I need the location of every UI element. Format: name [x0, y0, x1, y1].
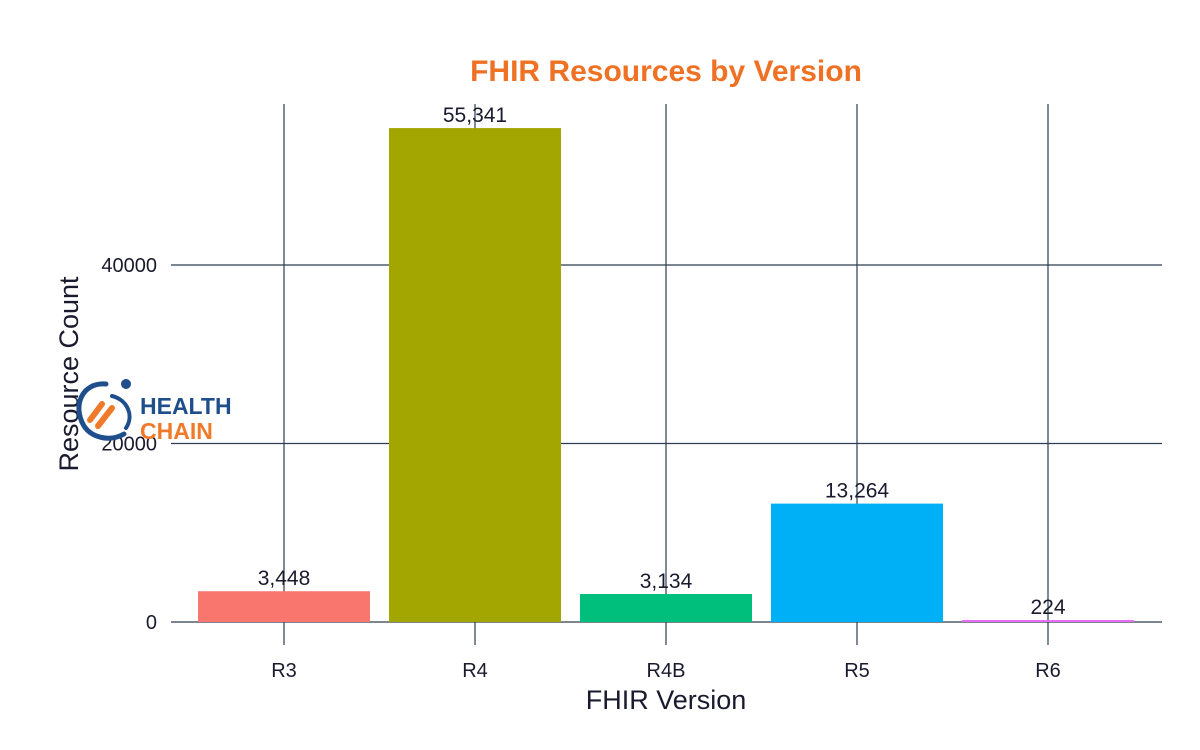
x-tick-label: R4 [462, 660, 488, 682]
bar-value-label: 224 [1030, 596, 1065, 619]
x-tick-label: R4B [647, 660, 686, 682]
logo-text-health: HEALTH [140, 393, 232, 419]
bar-value-label: 13,264 [825, 480, 890, 503]
y-tick-label: 0 [146, 612, 157, 634]
bars [198, 128, 1134, 622]
bar-r5 [771, 503, 943, 622]
x-tick-label: R3 [271, 660, 297, 682]
bar-r4b [580, 594, 752, 622]
chart-title: FHIR Resources by Version [470, 55, 862, 88]
y-axis-label: Resource Count [54, 276, 84, 472]
health-chain-logo-icon: HEALTH CHAIN [76, 379, 232, 444]
x-axis-label: FHIR Version [586, 685, 747, 715]
bar-r4 [389, 128, 561, 622]
logo-text-chain: CHAIN [140, 418, 213, 444]
grid-lines [171, 104, 1162, 645]
bar-r6 [962, 620, 1134, 622]
health-chain-logo: HEALTH CHAIN [68, 376, 243, 446]
bar-value-label: 55,341 [443, 104, 507, 127]
value-labels: 3,448 55,341 3,134 13,264 224 [258, 104, 1066, 619]
x-tick-label: R6 [1035, 660, 1061, 682]
bar-value-label: 3,134 [640, 570, 693, 593]
bar-r3 [198, 591, 370, 622]
x-tick-label: R5 [844, 660, 870, 682]
y-tick-label: 40000 [101, 255, 157, 277]
x-axis: R3 R4 R4B R5 R6 [271, 660, 1061, 682]
bar-value-label: 3,448 [258, 567, 311, 590]
